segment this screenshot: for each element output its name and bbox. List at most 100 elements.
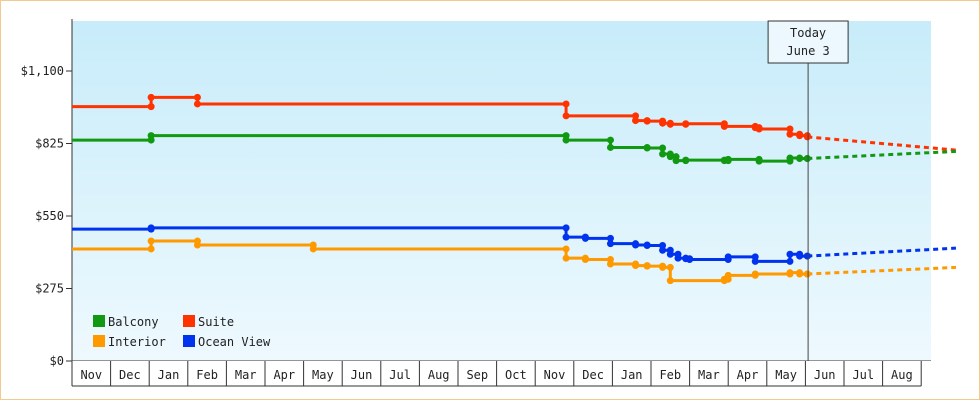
y-tick-label: $550 xyxy=(35,209,64,223)
data-point xyxy=(659,246,667,254)
data-point xyxy=(147,103,155,111)
data-point xyxy=(632,262,640,270)
y-tick-label: $275 xyxy=(35,282,64,296)
x-tick-label: Jun xyxy=(814,368,836,382)
data-point xyxy=(796,155,804,163)
x-tick-label: Feb xyxy=(196,368,218,382)
data-point xyxy=(147,132,155,140)
legend-swatch xyxy=(183,335,195,347)
x-tick-label: May xyxy=(312,368,334,382)
data-point xyxy=(562,100,570,108)
data-point xyxy=(682,120,690,128)
x-tick-label: Mar xyxy=(235,368,257,382)
data-point xyxy=(606,136,614,144)
legend-swatch xyxy=(93,315,105,327)
legend-swatch xyxy=(93,335,105,347)
x-tick-label: Jan xyxy=(621,368,643,382)
x-tick-label: Jan xyxy=(158,368,180,382)
data-point xyxy=(659,144,667,152)
legend-item-interior: Interior xyxy=(93,335,166,349)
data-point xyxy=(581,234,589,242)
series-lines xyxy=(72,93,957,285)
x-tick-label: Nov xyxy=(544,368,566,382)
y-axis: $0 $275 $550 $825 $1,100 xyxy=(21,19,73,368)
legend-label: Balcony xyxy=(108,315,159,329)
data-point xyxy=(562,254,570,262)
legend-label: Ocean View xyxy=(198,335,271,349)
data-point xyxy=(686,256,694,263)
today-label-line1: Today xyxy=(790,26,826,40)
x-tick-label: Jun xyxy=(351,368,373,382)
series-projection xyxy=(807,246,957,258)
plot-background xyxy=(72,21,931,361)
data-point xyxy=(147,237,155,245)
data-point xyxy=(786,125,794,133)
data-point xyxy=(193,93,201,101)
series-suite xyxy=(72,93,957,152)
x-tick-label: Oct xyxy=(505,368,527,382)
data-point xyxy=(796,252,804,260)
data-point xyxy=(786,250,794,258)
x-tick-label: Apr xyxy=(737,368,759,382)
data-point xyxy=(643,144,651,152)
data-point xyxy=(796,270,804,278)
x-axis-band xyxy=(72,361,932,386)
series-balcony xyxy=(72,132,957,165)
x-tick-label: Sep xyxy=(466,368,488,382)
data-point xyxy=(659,150,667,158)
legend-label: Suite xyxy=(198,315,234,329)
series-projection xyxy=(807,265,957,276)
y-tick-label: $825 xyxy=(35,137,64,151)
data-point xyxy=(786,154,794,162)
data-point xyxy=(666,250,674,258)
data-point xyxy=(674,254,682,262)
y-tick-label: $0 xyxy=(50,354,64,368)
data-point xyxy=(672,157,680,165)
x-tick-label: Dec xyxy=(119,368,141,382)
x-axis: Nov Dec Jan Feb Mar Apr May Jun Jul Aug Sep Oct Nov D… xyxy=(71,360,932,387)
data-point xyxy=(796,132,804,140)
data-point xyxy=(751,270,759,278)
data-point xyxy=(724,155,732,163)
data-point xyxy=(755,125,763,133)
data-point xyxy=(755,157,763,165)
data-point xyxy=(643,262,651,270)
data-point xyxy=(786,130,794,138)
data-point xyxy=(193,241,201,249)
data-point xyxy=(147,93,155,101)
legend-item-suite: Suite xyxy=(183,315,234,329)
x-tick-label: Nov xyxy=(80,368,102,382)
data-point xyxy=(606,143,614,151)
data-point xyxy=(682,156,690,164)
data-point xyxy=(720,122,728,130)
legend-swatch xyxy=(183,315,195,327)
data-point xyxy=(309,245,317,253)
data-point xyxy=(147,224,155,232)
data-point xyxy=(724,253,732,261)
x-tick-label: Feb xyxy=(659,368,681,382)
data-point xyxy=(562,224,570,232)
data-point xyxy=(666,120,674,128)
x-tick-label: Aug xyxy=(891,368,913,382)
data-point xyxy=(562,136,570,144)
data-point xyxy=(643,117,651,125)
y-tick-label: $1,100 xyxy=(21,64,64,78)
today-marker: Today June 3 xyxy=(767,20,849,361)
data-point xyxy=(803,133,811,141)
series-ocean-view xyxy=(72,224,957,265)
data-point xyxy=(632,241,640,249)
data-point xyxy=(659,119,667,127)
data-point xyxy=(643,242,651,250)
today-label-box xyxy=(767,20,849,64)
x-tick-label: Mar xyxy=(698,368,720,382)
data-point xyxy=(666,277,674,285)
x-tick-label: Apr xyxy=(273,368,295,382)
x-tick-label: Aug xyxy=(428,368,450,382)
data-point xyxy=(786,269,794,277)
data-point xyxy=(803,252,811,260)
x-tick-label: May xyxy=(775,368,797,382)
data-point xyxy=(803,155,811,163)
data-point xyxy=(606,260,614,268)
